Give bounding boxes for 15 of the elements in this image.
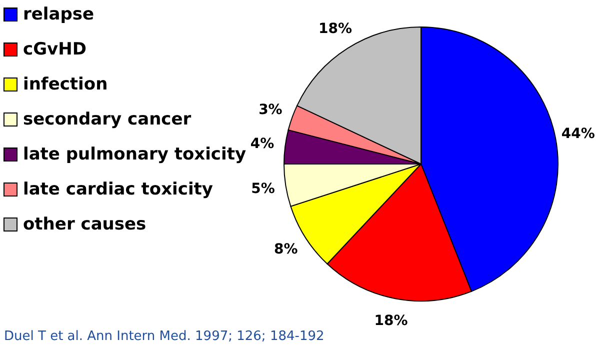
data-label: 8%: [274, 242, 298, 258]
legend-label: late pulmonary toxicity: [23, 144, 246, 164]
data-label: 4%: [250, 136, 274, 152]
legend-label: infection: [23, 74, 108, 94]
legend-label: relapse: [23, 4, 94, 24]
data-label: 5%: [251, 181, 275, 198]
text: Duel T et al. Ann Intern Med. 1997; 126; 184-192: [4, 329, 324, 344]
data-label: 3%: [258, 102, 282, 118]
data-label: 18%: [374, 313, 408, 330]
data-label: 44%: [561, 126, 595, 142]
legend-label: other causes: [23, 214, 146, 234]
legend-label: late cardiac toxicity: [23, 180, 213, 200]
data-label: 18%: [318, 20, 352, 37]
legend-label: secondary cancer: [23, 110, 192, 130]
legend-label: cGvHD: [23, 40, 86, 60]
